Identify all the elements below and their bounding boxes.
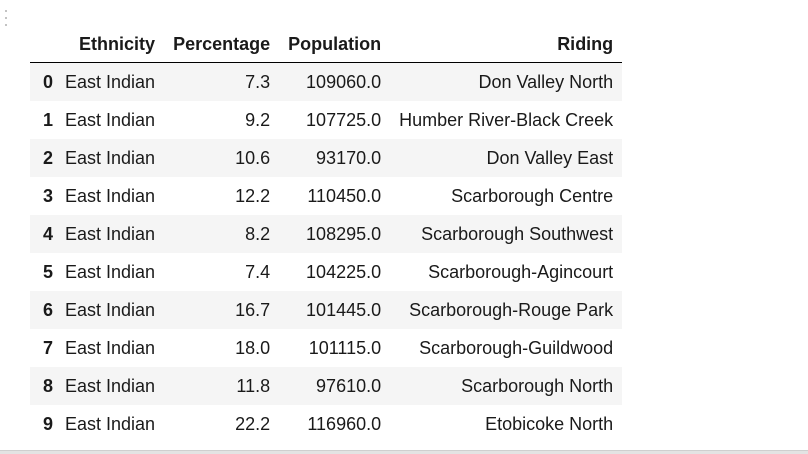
index-header — [30, 26, 62, 63]
cell-riding: Don Valley North — [478, 71, 614, 92]
cell-percentage: 9.2 — [245, 109, 271, 130]
cell-percentage: 22.2 — [235, 413, 271, 434]
handle-dot — [5, 10, 7, 12]
cell-population: 101115.0 — [308, 337, 382, 358]
table-row: 7 East Indian 18.0 101115.0 Scarborough-Guil… — [30, 329, 622, 367]
cell-ethnicity: East Indian — [65, 375, 156, 396]
horizontal-scrollbar[interactable] — [0, 450, 808, 454]
cell-percentage: 16.7 — [235, 299, 271, 320]
cell-ethnicity: East Indian — [65, 299, 156, 320]
cell-percentage: 7.3 — [245, 71, 271, 92]
cell-percentage: 12.2 — [235, 185, 271, 206]
cell-riding: Scarborough-Agincourt — [428, 261, 614, 282]
cell-riding: Humber River-Black Creek — [399, 109, 614, 130]
cell-ethnicity: East Indian — [65, 147, 156, 168]
table-row: 6 East Indian 16.7 101445.0 Scarborough-Roug… — [30, 290, 623, 329]
header-row: Ethnicity Percentage Population Riding — [30, 26, 623, 63]
row-index: 3 — [42, 185, 53, 206]
cell-ethnicity: East Indian — [65, 185, 156, 206]
row-index: 4 — [42, 223, 53, 244]
cell-ethnicity: East Indian — [65, 337, 156, 358]
cell-percentage: 10.6 — [235, 147, 271, 168]
row-index: 6 — [42, 299, 53, 320]
column-header-percentage: Percentage — [164, 26, 280, 63]
cell-percentage: 11.8 — [236, 375, 271, 396]
cell-riding: Scarborough-Rouge Park — [409, 299, 614, 320]
cell-population: 104225.0 — [306, 261, 382, 282]
row-index: 7 — [42, 337, 53, 358]
handle-dot — [5, 24, 7, 26]
table-header: Ethnicity Percentage Population Riding — [30, 26, 623, 63]
row-index: 2 — [42, 147, 53, 168]
dataframe-output: Ethnicity Percentage Population Riding 0… — [30, 26, 623, 443]
cell-riding: Scarborough North — [461, 375, 614, 396]
cell-percentage: 18.0 — [235, 337, 271, 358]
cell-ethnicity: East Indian — [65, 223, 156, 244]
row-index: 9 — [42, 413, 53, 434]
cell-population: 107725.0 — [306, 109, 382, 130]
cell-riding: Scarborough-Guildwood — [419, 337, 614, 358]
table-row: 3 East Indian 12.2 110450.0 Scarborough Cent… — [30, 177, 622, 215]
cell-population: 109060.0 — [306, 71, 382, 92]
cell-ethnicity: East Indian — [65, 413, 156, 434]
cell-population: 116960.0 — [307, 413, 382, 434]
cell-riding: Scarborough Southwest — [421, 223, 614, 244]
cell-percentage: 8.2 — [245, 223, 271, 244]
row-index: 0 — [42, 71, 53, 92]
cell-population: 110450.0 — [307, 185, 382, 206]
cell-riding: Don Valley East — [486, 147, 614, 168]
table-row: 4 East Indian 8.2 108295.0 Scarborough South… — [30, 214, 623, 253]
cell-population: 93170.0 — [316, 147, 382, 168]
table-row: 2 East Indian 10.6 93170.0 Don Valley East — [30, 138, 623, 177]
cell-riding: Scarborough Centre — [451, 185, 614, 206]
cell-population: 97610.0 — [316, 375, 382, 396]
dataframe-table: Ethnicity Percentage Population Riding 0… — [30, 26, 623, 443]
cell-population: 108295.0 — [306, 223, 382, 244]
table-row: 5 East Indian 7.4 104225.0 Scarborough-Aginc… — [30, 253, 622, 291]
cell-population: 101445.0 — [306, 299, 382, 320]
table-row: 8 East Indian 11.8 97610.0 Scarborough North — [30, 366, 623, 405]
cell-ethnicity: East Indian — [65, 71, 156, 92]
row-index: 5 — [42, 261, 53, 282]
column-header-riding: Riding — [390, 26, 623, 63]
table-row: 9 East Indian 22.2 116960.0 Etobicoke North — [30, 405, 622, 443]
cell-percentage: 7.4 — [245, 261, 271, 282]
cell-ethnicity: East Indian — [65, 109, 156, 130]
column-header-population: Population — [279, 26, 391, 63]
cell-ethnicity: East Indian — [65, 261, 156, 282]
table-row: 0 East Indian 7.3 109060.0 Don Valley North — [30, 62, 623, 101]
row-index: 1 — [42, 109, 53, 130]
output-resize-handle[interactable] — [3, 10, 9, 26]
table-body: 0 East Indian 7.3 109060.0 Don Valley North 1… — [30, 62, 623, 443]
row-index: 8 — [42, 375, 53, 396]
handle-dot — [5, 17, 7, 19]
column-header-ethnicity: Ethnicity — [62, 26, 165, 63]
table-row: 1 East Indian 9.2 107725.0 Humber River-Blac… — [30, 101, 622, 139]
cell-riding: Etobicoke North — [485, 413, 614, 434]
